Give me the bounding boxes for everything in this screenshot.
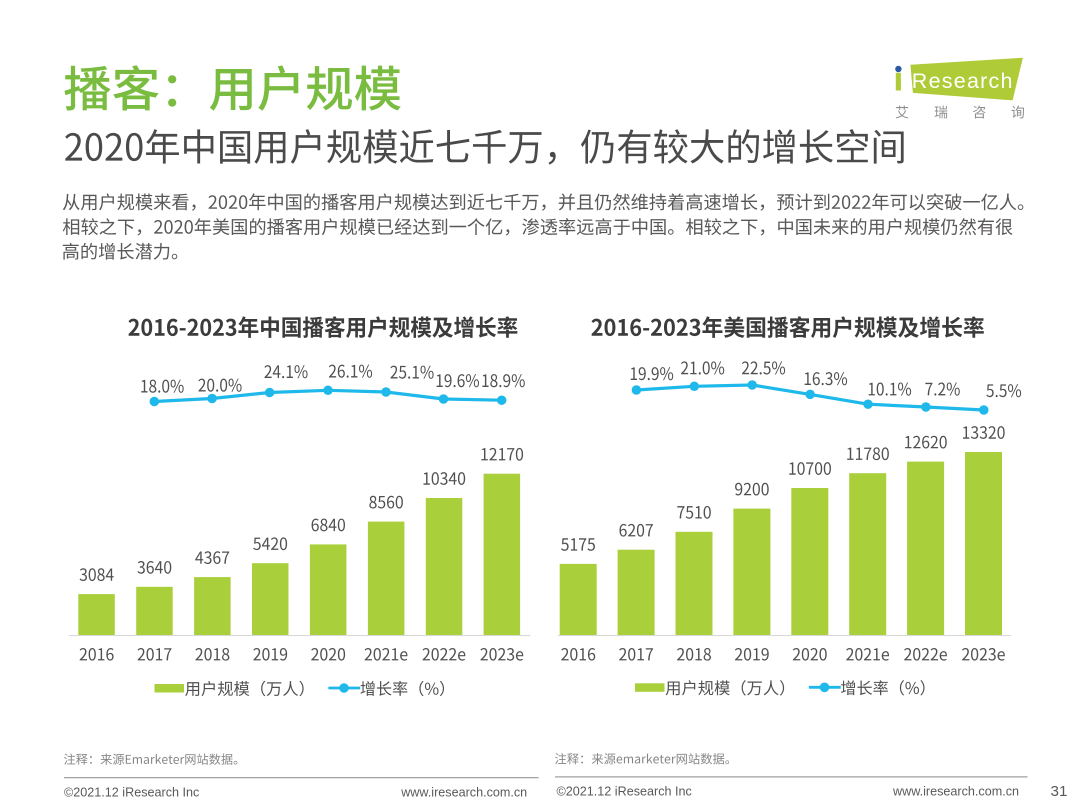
svg-text:www.iresearch.com.cn: www.iresearch.com.cn xyxy=(892,784,1019,798)
svg-text:©2021.12 iResearch Inc: ©2021.12 iResearch Inc xyxy=(64,786,199,800)
svg-text:31: 31 xyxy=(1051,783,1068,800)
svg-text:Research: Research xyxy=(912,69,1014,93)
svg-text:www.iresearch.com.cn: www.iresearch.com.cn xyxy=(400,786,527,800)
svg-text:©2021.12 iResearch Inc: ©2021.12 iResearch Inc xyxy=(557,784,692,798)
